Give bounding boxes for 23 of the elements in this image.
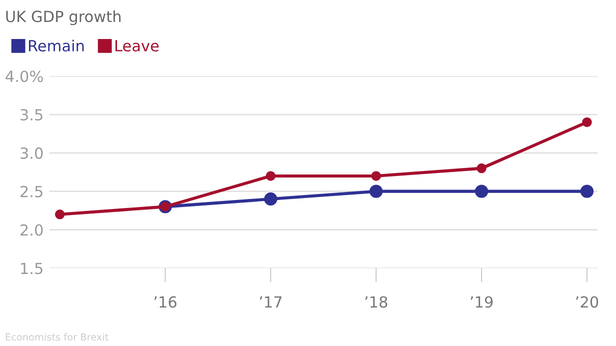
x-tick-label: ’17	[260, 296, 282, 308]
legend-label: Leave	[116, 40, 159, 52]
y-tick-label: 3.5	[20, 108, 42, 121]
legend-label: Remain	[28, 40, 84, 52]
x-tick-label: ’20	[576, 296, 598, 308]
y-tick-label: 4.0%	[6, 70, 43, 82]
y-tick-label: 2.5	[20, 186, 42, 198]
point	[264, 192, 278, 206]
x-tick-label: ’16	[154, 296, 176, 308]
y-tick-label: 3.0	[20, 147, 43, 159]
y-tick-label: 2.0	[20, 224, 43, 236]
point	[474, 184, 488, 198]
point	[476, 163, 486, 174]
point	[582, 117, 592, 128]
point	[371, 171, 381, 181]
y-tick-label: 1.5	[21, 262, 42, 274]
point	[54, 210, 65, 220]
chart-title: UK GDP growth	[6, 10, 121, 26]
point	[370, 184, 383, 198]
point	[266, 171, 276, 181]
point	[580, 184, 594, 198]
x-tick-label: ’18	[365, 296, 388, 308]
x-tick-label: ’19	[470, 296, 493, 308]
